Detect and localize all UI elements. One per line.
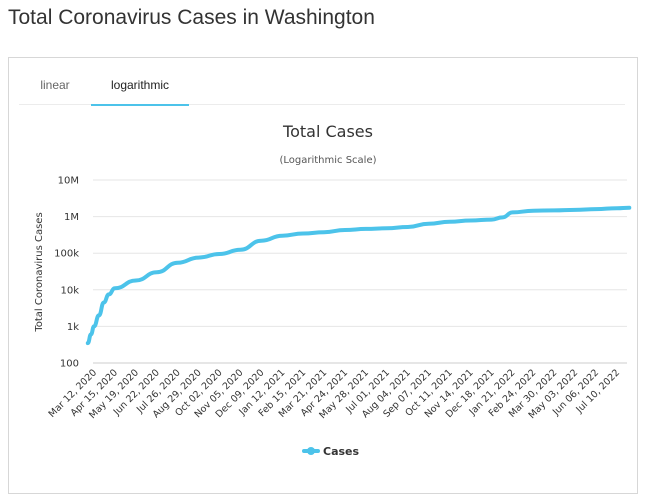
y-tick-label: 1M — [64, 212, 79, 223]
chart-subtitle: (Logarithmic Scale) — [279, 155, 376, 166]
series-layer — [85, 205, 632, 346]
page-title: Total Coronavirus Cases in Washington — [8, 6, 375, 29]
legend[interactable]: Cases — [302, 445, 360, 458]
grid-lines — [93, 179, 627, 364]
series-line-cases[interactable] — [85, 205, 632, 346]
y-tick-label: 100 — [60, 359, 79, 370]
legend-marker[interactable] — [307, 447, 315, 455]
chart-panel: linear logarithmic — [8, 57, 638, 494]
y-tick-label: 1k — [67, 322, 79, 333]
y-tick-label: 10k — [60, 285, 79, 296]
legend-label-cases[interactable]: Cases — [323, 445, 360, 458]
chart-title: Total Cases — [282, 122, 373, 141]
tab-linear[interactable]: linear — [40, 78, 70, 92]
scale-tabs: linear logarithmic — [19, 70, 625, 106]
y-axis-label: Total Coronavirus Cases — [34, 212, 45, 332]
y-tick-label: 10M — [58, 176, 79, 187]
y-tick-label: 100k — [54, 249, 79, 260]
y-tick-labels: 100 1k 10k 100k 1M 10M — [54, 176, 79, 370]
tab-logarithmic[interactable]: logarithmic — [91, 70, 189, 106]
